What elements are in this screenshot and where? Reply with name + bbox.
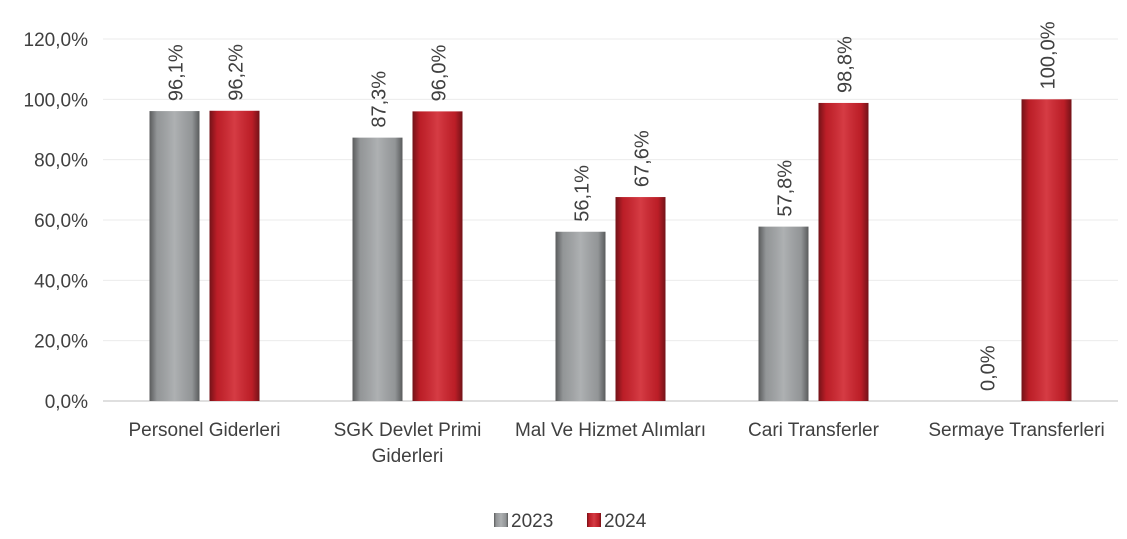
bar-shade	[758, 226, 809, 401]
x-tick-label: SGK Devlet Primi Giderleri	[333, 420, 482, 467]
legend-swatch-shade	[494, 513, 508, 527]
data-label: 96,0%	[429, 44, 451, 101]
data-label: 96,2%	[226, 44, 248, 101]
legend-label: 2023	[511, 511, 553, 532]
bar-shade	[615, 197, 666, 401]
data-label: 57,8%	[775, 160, 797, 217]
bar-shade	[149, 111, 200, 402]
x-tick-label: Cari Transferler	[748, 420, 879, 441]
data-label: 0,0%	[978, 345, 1000, 391]
y-tick-label: 0,0%	[45, 392, 88, 413]
x-tick-label: Mal Ve Hizmet Alımları	[514, 420, 707, 441]
bar-shade	[352, 137, 403, 401]
bar-shade	[412, 111, 463, 402]
data-label: 100,0%	[1038, 21, 1060, 89]
x-tick-label: Sermaye Transferleri	[928, 420, 1105, 441]
bar-shade	[209, 110, 260, 402]
y-tick-label: 120,0%	[24, 30, 89, 51]
data-label: 98,8%	[835, 36, 857, 93]
x-tick-label: Personel Giderleri	[128, 420, 281, 441]
y-tick-label: 100,0%	[24, 90, 89, 111]
data-label: 56,1%	[572, 165, 594, 222]
data-label: 67,6%	[632, 130, 654, 187]
bar-shade	[555, 231, 606, 401]
data-label: 96,1%	[166, 44, 188, 101]
y-tick-label: 60,0%	[34, 211, 88, 232]
bar-shade	[818, 102, 869, 401]
data-label: 87,3%	[369, 71, 391, 128]
y-tick-label: 80,0%	[34, 151, 88, 172]
legend-swatch-shade	[587, 513, 601, 527]
bar-shade	[1021, 99, 1072, 401]
y-tick-label: 20,0%	[34, 332, 88, 353]
y-tick-label: 40,0%	[34, 271, 88, 292]
legend-label: 2024	[604, 511, 647, 532]
